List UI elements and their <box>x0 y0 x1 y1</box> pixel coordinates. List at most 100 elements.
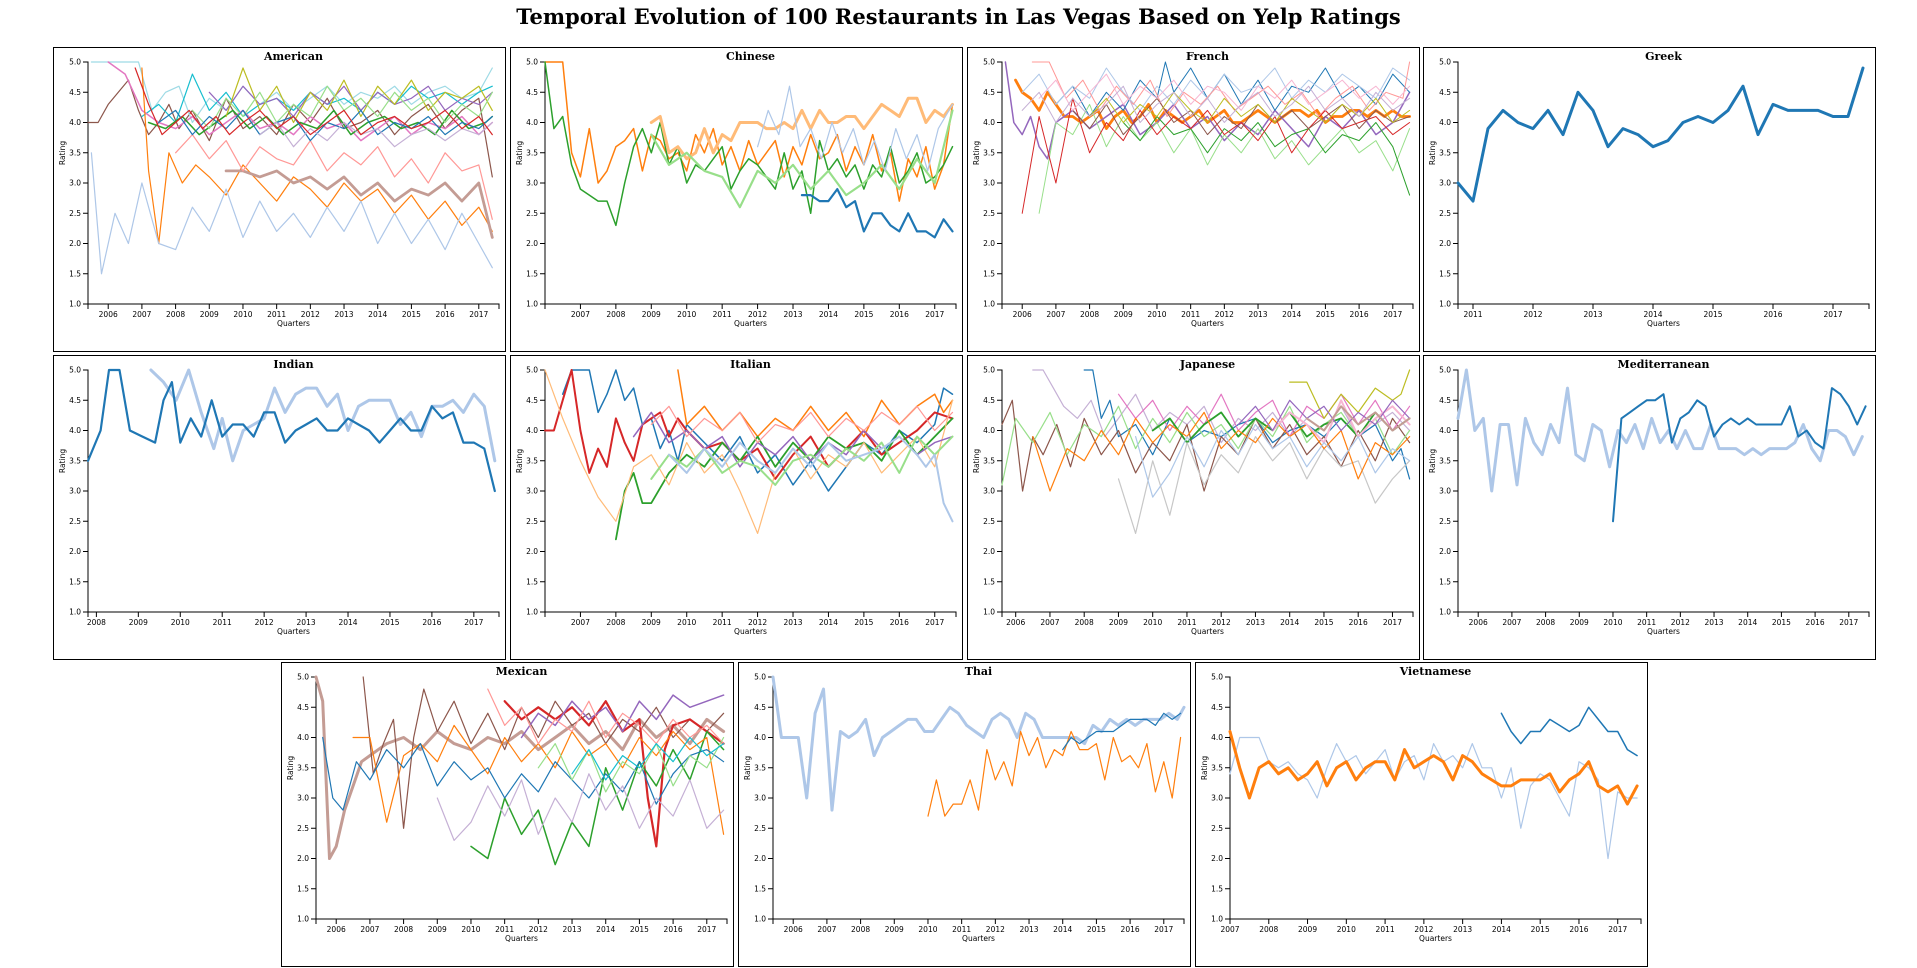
x-tick-label: 2013 <box>783 310 802 319</box>
x-tick: 2007 <box>1040 612 1060 627</box>
x-tick-label: 2008 <box>606 310 625 319</box>
x-tick: 2011 <box>713 612 732 627</box>
chart-title-mediterranean: Mediterranean <box>1618 358 1710 371</box>
series-line <box>225 67 493 124</box>
y-tick: 1.0 <box>526 608 545 617</box>
y-tick: 4.0 <box>983 118 1002 127</box>
x-tick-label: 2007 <box>571 310 590 319</box>
y-tick-label: 5.0 <box>526 58 538 67</box>
x-tick-label: 2008 <box>1080 310 1099 319</box>
series-line <box>1135 423 1411 498</box>
x-tick: 2013 <box>783 304 803 319</box>
y-tick: 4.5 <box>1439 396 1458 405</box>
y-tick: 4.5 <box>1211 703 1230 712</box>
x-tick: 2017 <box>1608 919 1628 934</box>
y-tick-label: 2.5 <box>526 517 538 526</box>
x-axis-label: Quarters <box>505 934 538 943</box>
x-tick-label: 2017 <box>1383 618 1402 627</box>
x-tick: 2014 <box>1282 304 1301 319</box>
x-tick: 2017 <box>1823 304 1843 319</box>
x-tick-label: 2011 <box>267 310 286 319</box>
series-line <box>1456 66 1865 203</box>
panel-italian: Italian 1.0 1.5 2.0 2.5 3.0 3.5 4.0 4.5 5.0 2007 20… <box>510 355 963 660</box>
y-tick-label: 2.0 <box>526 547 538 556</box>
x-tick: 2008 <box>606 304 626 319</box>
y-tick-label: 1.0 <box>1439 608 1451 617</box>
y-tick: 1.5 <box>1439 269 1458 278</box>
x-tick: 2012 <box>301 304 320 319</box>
chart-mediterranean: Mediterranean 1.0 1.5 2.0 2.5 3.0 3.5 4.0 4.5 5.0… <box>1428 358 1870 636</box>
x-tick-label: 2017 <box>1839 618 1858 627</box>
x-tick-label: 2011 <box>1376 925 1395 934</box>
y-tick: 3.5 <box>69 456 88 465</box>
x-tick-label: 2007 <box>1502 618 1521 627</box>
y-tick: 2.5 <box>1211 824 1230 833</box>
x-tick-label: 2012 <box>529 925 548 934</box>
y-tick: 4.5 <box>526 88 545 97</box>
y-tick-label: 1.5 <box>983 269 995 278</box>
y-tick: 2.0 <box>754 854 773 863</box>
y-tick: 3.5 <box>983 148 1002 157</box>
panel-mexican: Mexican 1.0 1.5 2.0 2.5 3.0 3.5 4.0 4.5 5.0 2006 20… <box>281 662 734 967</box>
y-tick: 2.5 <box>297 824 316 833</box>
x-tick: 2010 <box>677 612 696 627</box>
y-tick: 5.0 <box>1211 673 1230 682</box>
chart-french: French 1.0 1.5 2.0 2.5 3.0 3.5 4.0 4.5 5.0 2006 200… <box>972 50 1414 328</box>
x-tick: 2012 <box>986 919 1005 934</box>
series-line <box>537 736 725 793</box>
series-line <box>87 79 493 178</box>
y-tick: 1.5 <box>754 884 773 893</box>
x-tick-label: 2013 <box>334 310 353 319</box>
x-axis-line <box>87 611 500 617</box>
x-tick: 2011 <box>1177 612 1197 627</box>
y-tick: 4.0 <box>69 118 88 127</box>
x-tick: 2015 <box>1087 919 1106 934</box>
x-tick-label: 2006 <box>784 925 803 934</box>
y-tick: 5.0 <box>526 58 545 67</box>
series-line <box>141 67 493 245</box>
y-tick: 4.0 <box>754 733 773 742</box>
x-tick-label: 2010 <box>233 310 252 319</box>
x-axis-label: Quarters <box>1191 319 1224 328</box>
y-tick-label: 2.5 <box>1211 824 1223 833</box>
x-tick: 2008 <box>1080 304 1099 319</box>
y-tick: 3.5 <box>1439 456 1458 465</box>
y-tick-label: 1.0 <box>1439 300 1451 309</box>
x-tick-label: 2017 <box>1823 310 1842 319</box>
y-tick-label: 5.0 <box>1439 366 1451 375</box>
x-tick: 2017 <box>1839 612 1859 627</box>
y-tick-label: 2.0 <box>1439 239 1451 248</box>
y-tick: 3.5 <box>754 763 773 772</box>
y-tick: 4.0 <box>69 426 88 435</box>
y-tick: 2.0 <box>526 547 545 556</box>
panel-greek: Greek 1.0 1.5 2.0 2.5 3.0 3.5 4.0 4.5 5.0 2011 2012… <box>1423 47 1876 352</box>
panel-american: American 1.0 1.5 2.0 2.5 3.0 3.5 4.0 4.5 5.0 2006 2… <box>53 47 506 352</box>
x-tick-label: 2014 <box>1282 310 1301 319</box>
x-axis-label: Quarters <box>1191 627 1224 636</box>
chart-italian: Italian 1.0 1.5 2.0 2.5 3.0 3.5 4.0 4.5 5.0 2007 20… <box>515 358 957 636</box>
x-tick-label: 2007 <box>360 925 379 934</box>
x-tick: 2016 <box>664 919 683 934</box>
y-axis-label: Rating <box>515 141 524 165</box>
x-tick-label: 2016 <box>1350 310 1369 319</box>
series-line <box>436 773 725 841</box>
y-tick: 4.5 <box>754 703 773 712</box>
y-tick-label: 2.0 <box>1211 854 1223 863</box>
y-tick: 3.0 <box>69 487 88 496</box>
x-tick-label: 2008 <box>606 618 625 627</box>
x-tick: 2013 <box>1583 304 1603 319</box>
y-tick-label: 4.0 <box>1439 426 1451 435</box>
x-tick-label: 2008 <box>1259 925 1278 934</box>
x-axis-label: Quarters <box>277 627 310 636</box>
y-tick-label: 3.0 <box>983 179 995 188</box>
x-tick: 2007 <box>817 919 837 934</box>
x-tick: 2013 <box>297 612 316 627</box>
y-tick-label: 4.5 <box>1439 396 1451 405</box>
chart-american: American 1.0 1.5 2.0 2.5 3.0 3.5 4.0 4.5 5.0 2006 2… <box>58 50 500 328</box>
series-line <box>677 369 954 438</box>
x-tick: 2007 <box>571 304 590 319</box>
series-line <box>1021 85 1411 123</box>
x-tick-label: 2017 <box>464 618 483 627</box>
x-tick: 2008 <box>851 919 870 934</box>
x-tick: 2014 <box>596 919 615 934</box>
